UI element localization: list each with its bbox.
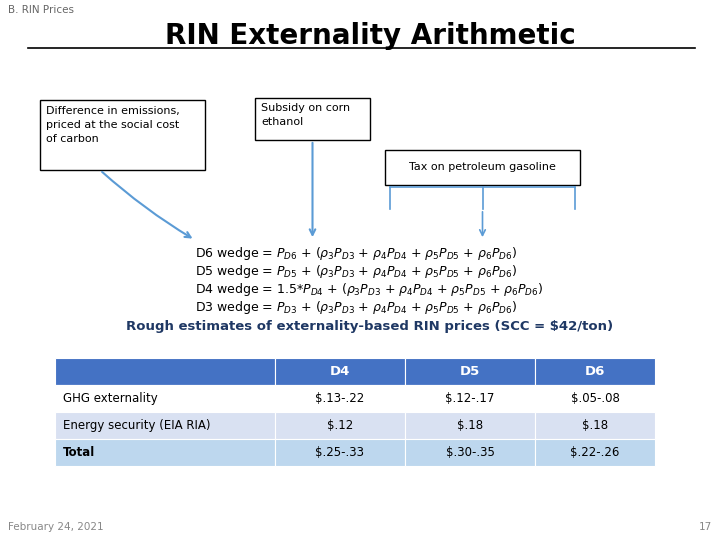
Bar (535, 412, 655, 439)
Bar (405, 412, 535, 439)
Bar (275, 412, 405, 439)
Text: RIN Externality Arithmetic: RIN Externality Arithmetic (165, 22, 575, 50)
Text: $.22-.26: $.22-.26 (570, 446, 620, 459)
Bar (535, 358, 655, 385)
Text: D3 wedge = $P_{D3}$ + ($\rho_3 P_{D3}$ + $\rho_4 P_{D4}$ + $\rho_5 P_{D5}$ + $\r: D3 wedge = $P_{D3}$ + ($\rho_3 P_{D3}$ +… (195, 299, 517, 316)
Bar (55, 358, 275, 385)
Text: Difference in emissions,
priced at the social cost
of carbon: Difference in emissions, priced at the s… (46, 106, 180, 144)
Bar (405, 385, 535, 412)
Text: GHG externality: GHG externality (63, 392, 158, 405)
Text: D6 wedge = $P_{D6}$ + ($\rho_3 P_{D3}$ + $\rho_4 P_{D4}$ + $\rho_5 P_{D5}$ + $\r: D6 wedge = $P_{D6}$ + ($\rho_3 P_{D3}$ +… (195, 245, 517, 262)
Bar (55, 385, 275, 412)
Bar (40, 100, 205, 170)
Text: B. RIN Prices: B. RIN Prices (8, 5, 74, 15)
Text: $.12: $.12 (327, 419, 353, 432)
Text: D4: D4 (330, 365, 350, 378)
Text: $.13-.22: $.13-.22 (315, 392, 364, 405)
Text: Tax on petroleum gasoline: Tax on petroleum gasoline (409, 163, 556, 172)
Text: D5: D5 (460, 365, 480, 378)
Bar (55, 412, 275, 439)
Text: $.18: $.18 (582, 419, 608, 432)
Text: 17: 17 (698, 522, 712, 532)
Bar (255, 98, 370, 140)
Bar (275, 385, 405, 412)
Bar (55, 439, 275, 466)
Text: $.18: $.18 (457, 419, 483, 432)
Text: $.12-.17: $.12-.17 (445, 392, 495, 405)
Bar (535, 439, 655, 466)
Text: $.30-.35: $.30-.35 (446, 446, 495, 459)
Bar (405, 358, 535, 385)
Text: $.05-.08: $.05-.08 (570, 392, 619, 405)
Bar (275, 439, 405, 466)
Text: Subsidy on corn
ethanol: Subsidy on corn ethanol (261, 103, 350, 127)
Text: Rough estimates of externality-based RIN prices (SCC = $42/ton): Rough estimates of externality-based RIN… (127, 320, 613, 333)
Text: D4 wedge = 1.5*$P_{D4}$ + ($\rho_3 P_{D3}$ + $\rho_4 P_{D4}$ + $\rho_5 P_{D5}$ +: D4 wedge = 1.5*$P_{D4}$ + ($\rho_3 P_{D3… (195, 281, 544, 298)
Text: February 24, 2021: February 24, 2021 (8, 522, 104, 532)
Bar (405, 439, 535, 466)
Text: D5 wedge = $P_{D5}$ + ($\rho_3 P_{D3}$ + $\rho_4 P_{D4}$ + $\rho_5 P_{D5}$ + $\r: D5 wedge = $P_{D5}$ + ($\rho_3 P_{D3}$ +… (195, 263, 517, 280)
Bar (275, 358, 405, 385)
Text: $.25-.33: $.25-.33 (315, 446, 364, 459)
Text: Energy security (EIA RIA): Energy security (EIA RIA) (63, 419, 210, 432)
Bar (385, 150, 580, 185)
Bar (535, 385, 655, 412)
Text: Total: Total (63, 446, 95, 459)
Text: D6: D6 (585, 365, 606, 378)
